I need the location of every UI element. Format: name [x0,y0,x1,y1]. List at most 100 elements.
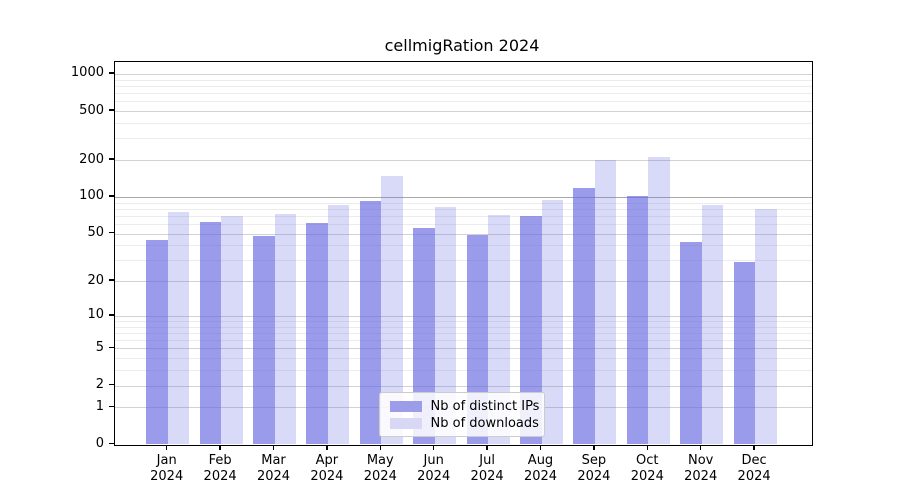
legend-item-distinct-ips: Nb of distinct IPs [389,399,539,415]
y-tick-mark [108,314,114,316]
y-tick-label: 100 [79,188,104,204]
x-tick-label: Oct 2024 [617,453,677,485]
x-tick-month: Jan [156,452,177,468]
x-tick-mark [165,445,168,451]
y-tick-mark [108,72,114,74]
bar-distinct-ips [626,196,649,445]
bar-downloads [594,160,617,445]
x-tick-label: Jan 2024 [137,453,197,485]
bar-downloads [648,157,670,445]
gridline-major [114,385,812,387]
x-tick-month: Mar [261,452,286,468]
y-tick-label: 1000 [70,65,104,81]
legend-item-downloads: Nb of downloads [389,416,539,432]
x-tick-mark [272,445,275,451]
legend-label-downloads: Nb of downloads [430,416,539,431]
bar-distinct-ips [413,227,435,445]
x-tick-year: 2024 [417,468,451,484]
x-tick-year: 2024 [150,468,184,484]
x-tick-month: Aug [527,452,554,468]
x-tick-label: Apr 2024 [297,453,357,485]
bar-downloads [327,204,350,445]
y-tick-mark [108,231,114,234]
x-tick-month: Sep [581,452,607,468]
gridline-minor [114,215,812,217]
x-tick-label: Aug 2024 [511,453,571,485]
legend: Nb of distinct IPs Nb of downloads [378,391,545,437]
x-tick-mark [646,445,649,451]
y-tick-label: 50 [87,225,104,241]
x-tick-year: 2024 [684,468,718,484]
y-tick-mark [108,346,114,349]
gridline-minor [114,321,812,322]
x-tick-mark [699,445,702,451]
y-tick-mark [108,442,114,445]
x-tick-month: Dec [741,452,767,468]
gridline-major [114,233,812,235]
x-tick-year: 2024 [203,468,237,484]
plot-area: Nb of distinct IPs Nb of downloads [113,60,813,446]
gridline-minor [114,358,812,360]
y-tick-mark [108,279,114,281]
legend-swatch-downloads [389,418,422,429]
gridline-minor [114,326,812,328]
gridline-minor [114,208,812,210]
x-tick-month: Nov [688,452,714,468]
legend-swatch-distinct-ips [389,401,422,412]
gridline-minor [114,101,812,103]
bar-downloads [541,199,563,445]
gridline-major [114,315,812,317]
x-tick-mark [219,445,221,451]
gridline-minor [114,138,812,140]
x-tick-month: May [366,452,394,468]
gridline-minor [114,93,812,95]
gridline-minor [114,245,812,247]
x-tick-month: Jun [423,452,444,468]
bar-downloads [167,211,190,445]
bar-downloads [701,204,724,445]
y-tick-label: 2 [95,377,104,393]
bar-distinct-ips [306,223,328,445]
chart-title: cellmigRation 2024 [384,36,540,55]
x-tick-label: Mar 2024 [244,453,304,485]
x-tick-mark [379,445,382,451]
x-tick-mark [593,445,595,451]
x-tick-month: Jul [479,452,495,468]
x-tick-year: 2024 [363,468,397,484]
x-tick-label: Jul 2024 [457,453,517,485]
bar-downloads [755,209,777,445]
gridline-major [114,196,812,198]
gridline-minor [114,85,812,87]
gridline-minor [114,340,812,342]
bar-downloads [274,213,296,445]
x-tick-month: Apr [315,452,339,468]
gridline-minor [114,202,812,204]
y-tick-mark [108,383,114,386]
gridline-minor [114,79,812,81]
x-tick-mark [753,445,755,451]
x-tick-mark [432,445,435,451]
gridline-major [114,281,812,283]
x-tick-label: Sep 2024 [564,453,624,485]
x-tick-label: Jun 2024 [404,453,464,485]
x-tick-label: Feb 2024 [190,453,250,485]
y-tick-mark [108,158,114,160]
gridline-minor [114,224,812,225]
bar-distinct-ips [359,201,382,445]
y-tick-mark [108,405,114,408]
x-tick-month: Feb [208,452,232,468]
gridline-minor [114,123,812,124]
x-tick-year: 2024 [256,468,291,484]
y-tick-label: 1 [95,398,104,414]
bar-distinct-ips [573,188,595,445]
gridline-minor [114,260,812,262]
x-tick-label: Nov 2024 [671,453,731,485]
bar-distinct-ips [199,222,222,445]
legend-label-distinct-ips: Nb of distinct IPs [430,399,540,414]
y-tick-label: 5 [95,339,104,355]
x-tick-year: 2024 [470,468,504,484]
gridline-major [114,160,812,162]
bar-downloads [488,215,510,445]
gridline-major [114,73,812,75]
